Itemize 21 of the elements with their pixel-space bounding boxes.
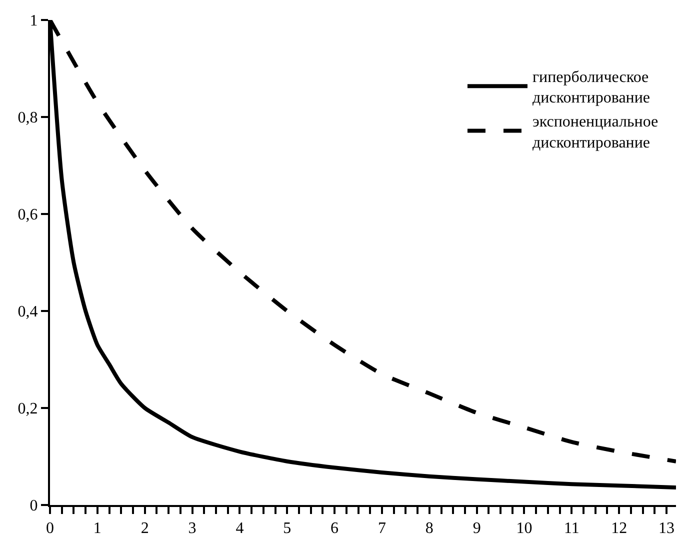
x-tick-label: 13: [658, 520, 675, 538]
x-tick-label: 9: [472, 520, 481, 538]
x-tick-label: 6: [330, 520, 339, 538]
y-tick-label: 0: [30, 498, 38, 515]
y-tick-label: 0,8: [18, 110, 38, 127]
x-tick-label: 11: [564, 520, 580, 538]
x-tick-label: 7: [378, 520, 386, 538]
x-tick-label: 5: [283, 520, 292, 538]
x-tick-label: 12: [611, 520, 628, 538]
x-tick-label: 3: [188, 520, 196, 538]
legend-label: экспоненциальное дисконтирование: [532, 114, 658, 152]
x-tick-label: 10: [516, 520, 532, 538]
y-tick-label: 0,4: [18, 304, 38, 321]
x-tick-label: 4: [236, 520, 244, 538]
y-tick-label: 1: [30, 12, 38, 30]
y-tick-label: 0,6: [18, 206, 38, 224]
x-tick-label: 2: [140, 520, 149, 538]
x-tick-label: 8: [425, 520, 434, 538]
x-tick-label: 1: [93, 520, 102, 538]
x-tick-label: 0: [46, 520, 54, 538]
y-tick-label: 0,2: [18, 400, 38, 418]
